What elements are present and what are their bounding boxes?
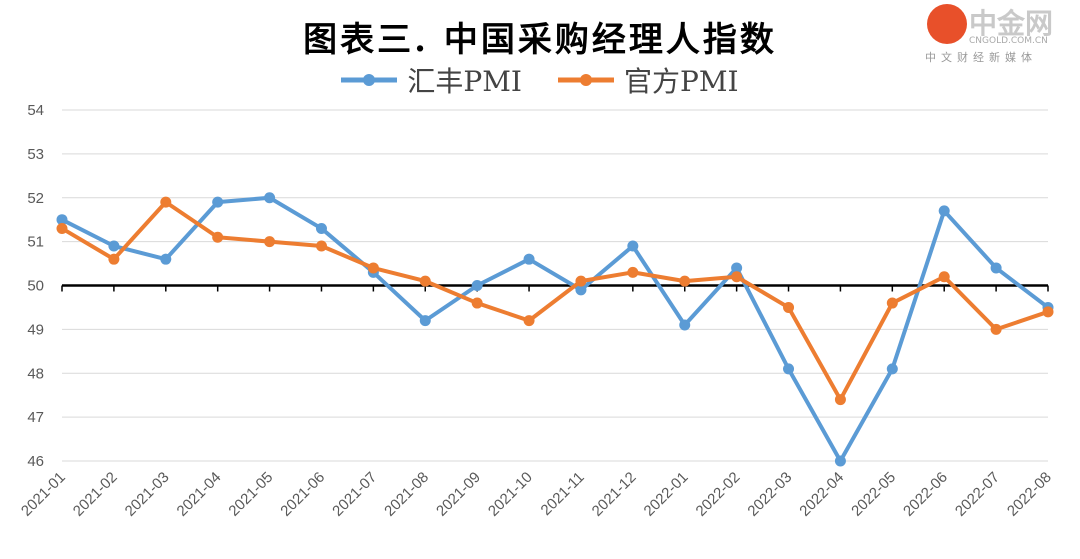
x-tick-label: 2021-10 xyxy=(485,469,536,520)
data-point xyxy=(264,236,276,248)
data-point xyxy=(575,275,587,287)
x-tick-label: 2022-05 xyxy=(848,469,899,520)
legend-item-official: 官方PMI xyxy=(558,60,739,100)
x-tick-label: 2022-06 xyxy=(900,469,951,520)
data-point xyxy=(419,275,431,287)
watermark-tagline: 中文财经新媒体 xyxy=(925,51,1037,64)
x-tick-label: 2021-03 xyxy=(122,469,173,520)
data-point xyxy=(315,240,327,252)
data-point xyxy=(834,455,846,467)
legend-label: 官方PMI xyxy=(624,65,739,98)
data-point xyxy=(938,271,950,283)
y-tick-label: 50 xyxy=(27,278,44,295)
y-tick-label: 49 xyxy=(27,321,44,338)
x-tick-label: 2021-11 xyxy=(538,469,588,519)
watermark-url: CNGOLD.COM.CN xyxy=(969,36,1048,46)
data-point xyxy=(731,271,743,283)
data-point xyxy=(679,319,691,331)
y-tick-label: 51 xyxy=(27,234,44,251)
x-tick-label: 2022-03 xyxy=(744,469,795,520)
data-point xyxy=(886,363,898,375)
data-point xyxy=(679,275,691,287)
x-tick-label: 2022-02 xyxy=(693,469,744,520)
x-tick-label: 2022-01 xyxy=(641,469,692,520)
x-tick-label: 2021-09 xyxy=(433,469,484,520)
data-point xyxy=(783,301,795,313)
y-tick-label: 46 xyxy=(27,453,44,470)
y-tick-label: 54 xyxy=(27,102,44,119)
x-tick-label: 2022-04 xyxy=(796,469,847,520)
data-point xyxy=(160,196,172,208)
data-point xyxy=(108,253,120,265)
data-point xyxy=(523,315,535,327)
data-point xyxy=(627,240,639,252)
legend-label: 汇丰PMI xyxy=(407,65,522,98)
data-point xyxy=(212,196,224,208)
data-point xyxy=(419,315,431,327)
y-tick-label: 47 xyxy=(27,409,44,426)
series-line-0 xyxy=(61,195,1050,463)
data-point xyxy=(56,222,68,234)
data-point xyxy=(471,280,483,291)
data-point xyxy=(627,266,639,278)
data-point xyxy=(731,262,743,274)
data-point xyxy=(315,222,327,234)
data-point xyxy=(264,192,276,204)
data-point xyxy=(990,262,1002,274)
data-point xyxy=(367,262,379,274)
x-tick-label: 2021-07 xyxy=(329,469,380,520)
data-point xyxy=(783,363,795,375)
y-tick-label: 53 xyxy=(27,146,44,163)
data-point xyxy=(1042,306,1054,318)
x-tick-label: 2022-07 xyxy=(952,469,1003,520)
x-tick-label: 2021-06 xyxy=(277,469,328,520)
data-point xyxy=(575,284,587,296)
x-tick-label: 2021-05 xyxy=(225,469,276,520)
data-point xyxy=(212,231,224,243)
x-tick-label: 2021-08 xyxy=(381,469,432,520)
y-tick-label: 52 xyxy=(27,190,44,207)
x-tick-label: 2021-04 xyxy=(174,469,225,520)
x-tick-label: 2022-08 xyxy=(1004,469,1055,520)
watermark-logo: 中金网 CNGOLD.COM.CN 中文财经新媒体 xyxy=(925,2,1075,66)
data-point xyxy=(523,253,535,265)
data-point xyxy=(471,297,483,309)
legend: 汇丰PMI 官方PMI xyxy=(0,60,1080,100)
data-point xyxy=(108,240,120,252)
logo-icon xyxy=(927,4,967,44)
series-line-1 xyxy=(60,200,1049,402)
watermark-name: 中金网 xyxy=(969,7,1054,40)
x-tick-label: 2021-01 xyxy=(18,469,69,520)
data-point xyxy=(886,297,898,309)
data-point xyxy=(990,323,1002,335)
x-tick-label: 2021-02 xyxy=(70,469,121,520)
y-tick-label: 48 xyxy=(27,365,44,382)
chart-title: 图表三. 中国采购经理人指数 xyxy=(303,20,777,60)
legend-item-caixin: 汇丰PMI xyxy=(341,60,522,100)
x-tick-label: 2021-12 xyxy=(589,469,640,520)
data-point xyxy=(56,214,68,226)
data-point xyxy=(160,253,172,265)
data-point xyxy=(938,205,950,217)
data-point xyxy=(834,394,846,406)
